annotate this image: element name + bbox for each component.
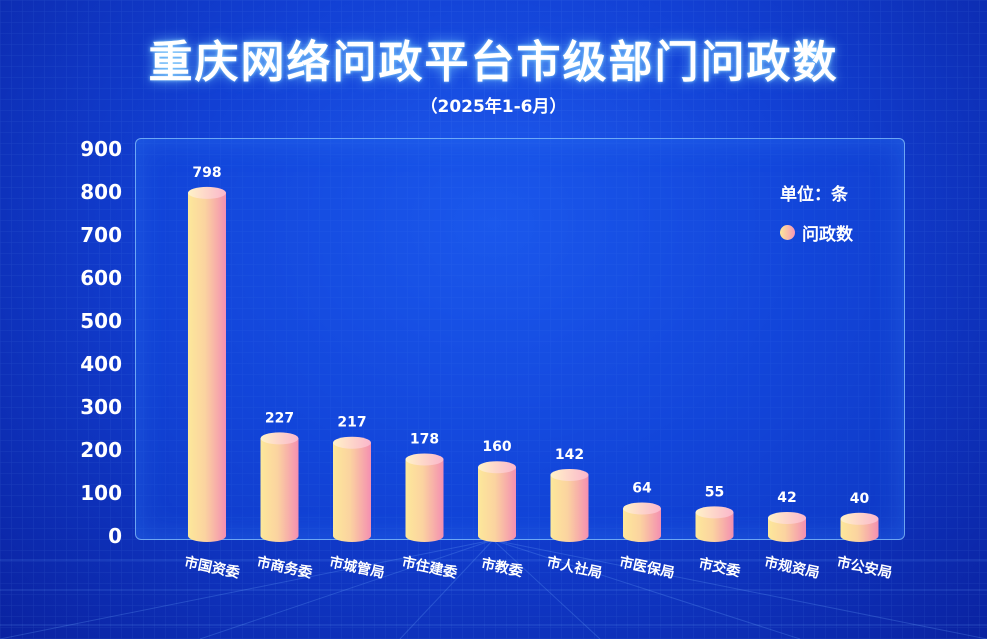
bar[interactable]	[840, 512, 879, 542]
legend-swatch-icon	[780, 225, 795, 240]
x-tick-label: 市规资局	[763, 553, 821, 581]
bar[interactable]	[550, 468, 589, 542]
bar-body	[623, 508, 661, 542]
bar-top	[840, 512, 879, 525]
bar-top	[550, 468, 589, 481]
data-label: 42	[777, 490, 796, 506]
bar[interactable]	[260, 432, 299, 542]
bar-body	[550, 474, 589, 542]
y-tick-label: 200	[80, 438, 122, 462]
data-label: 178	[410, 431, 439, 447]
x-tick-label: 市商务委	[255, 553, 313, 581]
x-tick-label: 市交委	[697, 555, 742, 580]
y-tick-label: 600	[80, 266, 122, 290]
bar-body	[260, 438, 299, 542]
data-label: 55	[705, 484, 724, 500]
bar-top	[333, 436, 371, 449]
y-tick-label: 300	[80, 395, 122, 419]
y-tick-label: 100	[80, 481, 122, 505]
legend[interactable]: 问政数	[780, 220, 853, 245]
bar[interactable]	[478, 461, 516, 542]
x-tick-label: 市国资委	[183, 553, 241, 581]
bar-top	[478, 461, 516, 474]
x-tick-label: 市人社局	[545, 553, 603, 581]
data-label: 227	[265, 410, 294, 426]
bar[interactable]	[333, 436, 371, 542]
bar-top	[260, 432, 299, 445]
bar-top	[695, 506, 734, 519]
data-label: 142	[555, 447, 584, 463]
y-tick-label: 900	[80, 137, 122, 161]
y-tick-label: 700	[80, 223, 122, 247]
legend-label: 问政数	[802, 225, 853, 245]
data-label: 798	[192, 165, 221, 181]
x-tick-label: 市城管局	[328, 553, 386, 581]
y-tick-label: 400	[80, 352, 122, 376]
bar-body	[478, 467, 516, 542]
bar-top	[768, 511, 806, 524]
y-tick-label: 500	[80, 309, 122, 333]
bar-body	[188, 192, 226, 543]
bar-body	[333, 442, 371, 542]
bar[interactable]	[768, 511, 806, 542]
x-tick-label: 市公安局	[835, 553, 893, 581]
bar-body	[695, 512, 734, 542]
unit-label: 单位：条	[780, 185, 848, 205]
data-label: 40	[850, 491, 870, 507]
bar-top	[188, 186, 226, 199]
bar-top	[623, 502, 661, 515]
bar[interactable]	[695, 506, 734, 542]
bar-top	[405, 453, 444, 466]
x-tick-label: 市医保局	[618, 553, 676, 581]
bar-body	[405, 459, 444, 542]
y-tick-label: 800	[80, 180, 122, 204]
data-label: 64	[632, 480, 652, 496]
chart-subtitle: （2025年1-6月）	[420, 97, 567, 117]
y-tick-label: 0	[108, 524, 122, 548]
data-label: 217	[337, 415, 366, 431]
data-label: 160	[482, 439, 511, 455]
bar[interactable]	[623, 502, 661, 542]
x-tick-label: 市住建委	[400, 553, 458, 581]
bar-body	[840, 518, 879, 542]
chart-title: 重庆网络问政平台市级部门问政数	[148, 37, 839, 88]
bar[interactable]	[188, 186, 226, 543]
x-tick-label: 市教委	[480, 555, 525, 580]
bar-body	[768, 517, 806, 542]
bar[interactable]	[405, 453, 444, 542]
